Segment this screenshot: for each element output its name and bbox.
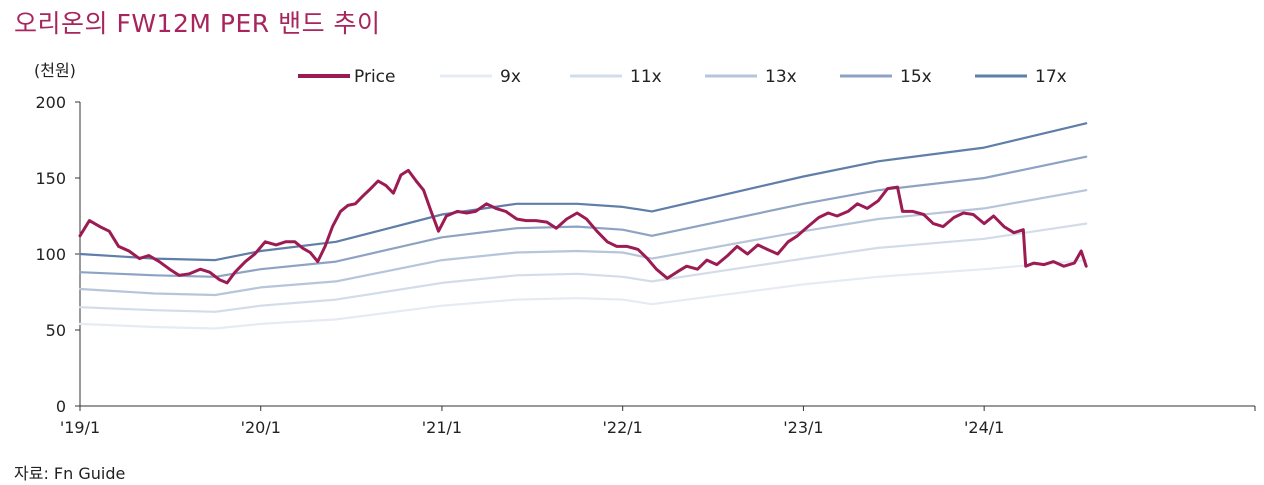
series-layer (78, 122, 1088, 330)
series-line-17x (78, 122, 1088, 262)
y-tick-label: 0 (56, 397, 66, 416)
y-tick-label: 50 (46, 321, 66, 340)
x-axis: '19/1 '20/1 '21/1 '22/1 '23/1 '24/1 (60, 405, 1256, 437)
y-tick-label: 100 (35, 245, 66, 264)
series-line-15x (78, 155, 1088, 278)
legend-label: 13x (765, 67, 797, 87)
source-note: 자료: Fn Guide (14, 464, 126, 483)
legend-label: Price (354, 67, 395, 87)
x-tick-label: '19/1 (60, 418, 100, 437)
y-axis: 0 50 100 150 200 (35, 93, 81, 416)
series-line-price (78, 168, 1088, 285)
series-line-9x (78, 259, 1088, 330)
y-tick-label: 150 (35, 169, 66, 188)
y-tick-label: 200 (35, 93, 66, 112)
x-tick-label: '24/1 (964, 418, 1004, 437)
legend-label: 11x (630, 67, 662, 87)
legend-label: 15x (900, 67, 932, 87)
x-tick-label: '23/1 (783, 418, 823, 437)
x-tick-label: '21/1 (422, 418, 462, 437)
series-line-13x (78, 189, 1088, 297)
series-line-11x (78, 222, 1088, 313)
legend-label: 17x (1035, 67, 1067, 87)
legend-label: 9x (500, 67, 521, 87)
x-tick-label: '22/1 (603, 418, 643, 437)
chart-title: 오리온의 FW12M PER 밴드 추이 (14, 9, 381, 38)
legend: Price 9x 11x 13x 15x 17x (298, 67, 1067, 87)
y-unit-label: (천원) (34, 61, 76, 80)
x-tick-label: '20/1 (241, 418, 281, 437)
